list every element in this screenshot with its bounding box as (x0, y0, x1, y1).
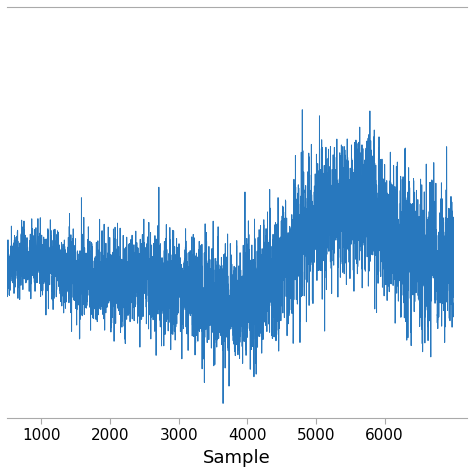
X-axis label: Sample: Sample (203, 449, 271, 467)
